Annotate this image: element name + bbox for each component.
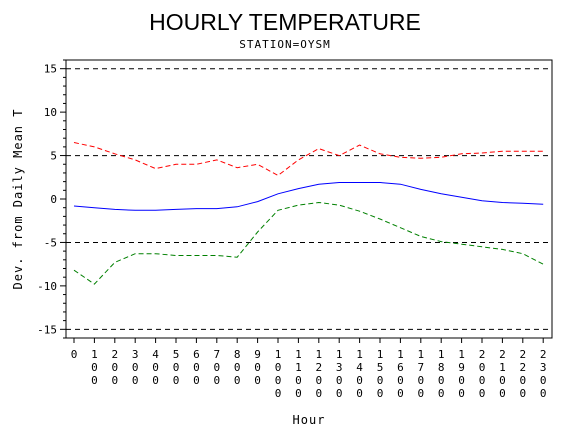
y-tick-label: 5: [50, 150, 57, 163]
y-tick-label: 10: [44, 106, 57, 119]
plot-frame: [65, 59, 553, 339]
y-tick-label: 0: [50, 193, 57, 206]
y-tick-label: 15: [44, 63, 57, 76]
reference-lines: [66, 68, 552, 330]
x-tick-label: 0: [71, 348, 78, 361]
chart-title: HOURLY TEMPERATURE: [149, 9, 421, 35]
series-line-1: [73, 142, 544, 177]
x-axis: 0 1 0 0 2 0 0 3 0 0 4 0 0 5 0 0 6 0 0 7 0 0 8 0 0 9 0 0 1 0 0 0 1 1 0 0 1 2 0 0…: [71, 338, 547, 400]
x-axis-label: Hour: [293, 413, 326, 427]
y-tick-label: -15: [37, 323, 57, 336]
y-axis: -15 -10 -5 0 5 10 15: [37, 59, 66, 339]
chart-subtitle: STATION=OYSM: [239, 38, 330, 51]
data-series: [73, 142, 544, 285]
series-line-3: [73, 201, 544, 285]
series-line-2: [73, 182, 544, 211]
y-axis-label: Dev. from Daily Mean T: [11, 109, 25, 290]
y-tick-label: -10: [37, 280, 57, 293]
y-tick-label: -5: [44, 236, 57, 249]
